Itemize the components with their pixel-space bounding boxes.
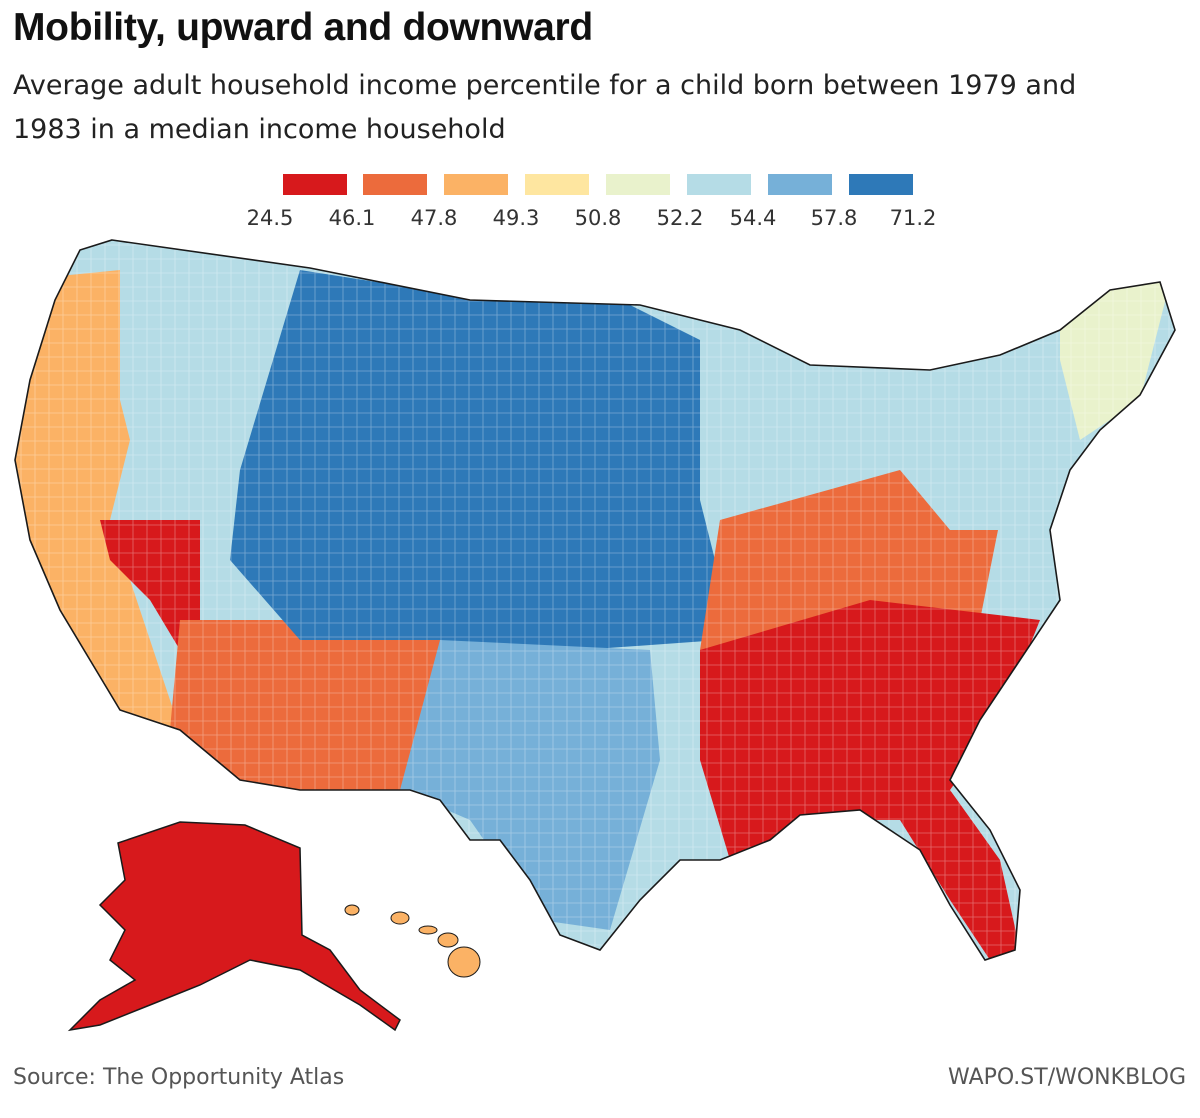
legend-swatch-7 [768,174,832,195]
hawaii-island-molokai [418,925,438,935]
credit-link[interactable]: WAPO.ST/WONKBLOG [948,1065,1186,1090]
source-note: Source: The Opportunity Atlas [13,1065,345,1090]
legend-tick-label: 24.5 [246,206,294,230]
legend-swatch-1 [283,174,347,195]
hawaii-island-kauai [344,904,360,916]
legend-color-scale [283,174,913,195]
legend-tick-label: 46.1 [328,206,376,230]
legend-tick-label: 54.4 [729,206,777,230]
legend-tick-labels: 24.5 46.1 47.8 49.3 50.8 52.2 54.4 57.8 … [0,206,1200,236]
legend-tick-label: 50.8 [574,206,622,230]
us-outline [14,239,1176,961]
hawaii [344,904,481,978]
hawaii-island-oahu [390,911,410,925]
legend-swatch-4 [525,174,589,195]
legend-tick-label: 47.8 [410,206,458,230]
chart-subtitle: Average adult household income percentil… [13,70,1077,145]
legend-swatch-6 [687,174,751,195]
legend-tick-label: 52.2 [656,206,704,230]
chart-title: Mobility, upward and downward [13,6,593,49]
legend-swatch-8 [849,174,913,195]
legend-swatch-5 [606,174,670,195]
legend-swatch-2 [363,174,427,195]
legend-tick-label: 57.8 [810,206,858,230]
hawaii-island-maui [437,932,459,948]
legend-tick-label: 49.3 [492,206,540,230]
hawaii-island-big [447,946,481,978]
legend-tick-label: 71.2 [889,206,937,230]
alaska [67,821,401,1032]
us-county-mobility-map [14,239,1176,1032]
legend-swatch-3 [444,174,508,195]
